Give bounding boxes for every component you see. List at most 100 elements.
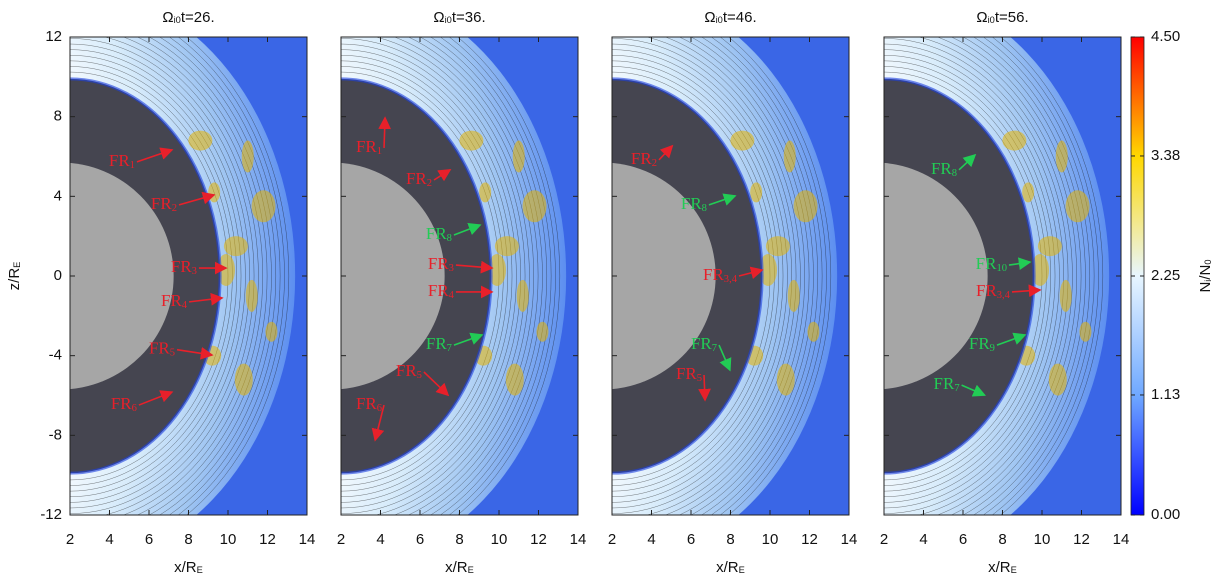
annotation-label-part: FR [676,364,697,383]
density-blob [224,236,248,256]
colorbar-label-part: N [1197,282,1214,293]
panel-title-sub: i0 [716,15,723,25]
panel-title-part: t=46. [723,9,757,26]
annotation-label-part: FR [426,224,447,243]
annotation-label-sub: 4 [182,300,188,311]
annotation-label-part: FR [934,374,955,393]
x-tick-label: 10 [491,531,508,548]
annotation-label-sub: 7 [712,343,717,354]
panel-title-sub: i0 [445,15,452,25]
annotation-label-sub: 9 [990,343,995,354]
y-tick-label: -12 [40,506,62,523]
x-axis-label-sub: E [739,565,745,575]
y-tick-label: 0 [54,267,62,284]
x-tick-label: 8 [455,531,463,548]
panel-title-part: Ω [433,9,444,26]
x-tick-label: 10 [220,531,237,548]
annotation-label-sub: 6 [132,403,137,414]
annotation-label-sub: 1 [130,160,135,171]
field-image [0,0,307,565]
panel-title-part: t=36. [452,9,486,26]
annotation-label-sub: 8 [447,233,452,244]
x-tick-label: 14 [1113,531,1130,548]
density-blob [252,190,276,222]
x-tick-label: 12 [259,531,276,548]
x-tick-label: 12 [530,531,547,548]
annotation-label-sub: 8 [702,203,707,214]
y-axis-label-part: z/R [6,268,23,291]
panel-title: Ωi0t=26. [162,9,214,26]
annotation-label-part: FR [631,149,652,168]
x-axis-label-part: x/R [988,559,1011,576]
y-axis-label: z/RE [6,262,23,291]
annotation-label-part: FR [356,394,377,413]
panel-title: Ωi0t=56. [976,9,1028,26]
annotation-label-sub: 7 [954,383,959,394]
density-blob [517,280,529,312]
density-blob [506,364,524,396]
density-blob [1022,182,1034,202]
x-axis-label-sub: E [468,565,474,575]
panel-title-part: t=26. [181,9,215,26]
annotation-label-sub: 2 [172,203,177,214]
x-axis-label-sub: E [197,565,203,575]
annotation-label-part: FR [976,281,997,300]
annotation-label-part: FR [171,257,192,276]
x-tick-label: 6 [145,531,153,548]
panel-title-sub: i0 [988,15,995,25]
x-axis-label-part: x/R [445,559,468,576]
density-blob [495,236,519,256]
colorbar-label-sub: 0 [1203,259,1213,264]
annotation-label-part: FR [149,339,170,358]
colorbar-label: Ni/N0 [1197,259,1214,292]
x-tick-label: 4 [376,531,384,548]
annotation-arrow [704,375,705,400]
annotation-label-part: FR [161,291,182,310]
density-blob [788,280,800,312]
panel-title: Ωi0t=46. [704,9,756,26]
colorbar-tick-label: 4.50 [1151,28,1180,45]
annotation-label-part: FR [151,194,172,213]
panel-title-part: Ω [976,9,987,26]
density-blob [750,182,762,202]
colorbar-label-part: /N [1197,265,1214,280]
x-tick-label: 8 [998,531,1006,548]
annotation-label-sub: 3 [192,266,197,277]
y-tick-label: 12 [45,28,62,45]
y-tick-label: -4 [49,347,62,364]
annotation-label-part: FR [703,265,724,284]
y-tick-label: 4 [54,187,62,204]
x-tick-label: 2 [66,531,74,548]
density-blob [1079,322,1091,342]
x-tick-label: 14 [570,531,587,548]
panel-title-part: Ω [162,9,173,26]
x-axis-label-part: x/R [174,559,197,576]
density-blob [536,322,548,342]
panel-title: Ωi0t=36. [433,9,485,26]
x-tick-label: 4 [647,531,655,548]
colorbar-tick-label: 0.00 [1151,506,1180,523]
density-blob [1002,131,1026,151]
x-tick-label: 12 [1073,531,1090,548]
annotation-label-sub: 3,4 [724,274,738,285]
x-tick-label: 6 [687,531,695,548]
x-tick-label: 8 [726,531,734,548]
colorbar-tick-label: 2.25 [1151,267,1180,284]
density-blob [459,131,483,151]
density-blob [766,236,790,256]
x-tick-label: 4 [105,531,113,548]
annotation-label-sub: 4 [449,290,455,301]
annotation-label-sub: 5 [697,373,702,384]
density-blob [208,182,220,202]
density-blob [523,190,547,222]
x-tick-label: 4 [919,531,927,548]
panel-title-part: t=56. [995,9,1029,26]
x-axis-label: x/RE [716,559,745,576]
x-axis-label: x/RE [988,559,1017,576]
annotation-label-sub: 10 [996,263,1007,274]
x-tick-label: 6 [959,531,967,548]
panel-title-part: Ω [704,9,715,26]
x-axis-label: x/RE [174,559,203,576]
annotation-label-part: FR [428,254,449,273]
x-tick-label: 2 [608,531,616,548]
